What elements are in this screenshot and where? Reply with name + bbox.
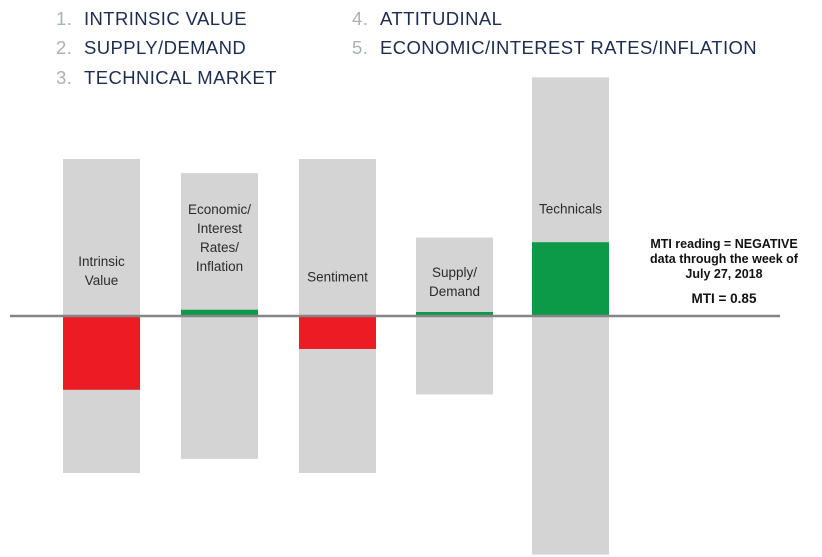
legend-label: ECONOMIC/INTEREST RATES/INFLATION xyxy=(380,37,758,58)
bar-label: Economic/Interest Rates/Inflation xyxy=(188,202,251,274)
value-bar xyxy=(299,316,376,349)
legend-label: TECHNICAL MARKET xyxy=(84,67,277,88)
legend-number: 3. xyxy=(56,67,73,88)
legend-number: 4. xyxy=(352,8,369,29)
mti-reading-line: MTI reading = NEGATIVE xyxy=(650,237,798,251)
value-bar xyxy=(532,242,609,316)
legend-item-2: 2. SUPPLY/DEMAND xyxy=(56,37,246,59)
bar-label: Supply/Demand xyxy=(429,265,480,299)
legend-label: INTRINSIC VALUE xyxy=(84,8,247,29)
legend-number: 5. xyxy=(352,37,369,58)
legend-item-4: 4. ATTITUDINAL xyxy=(352,8,502,30)
mti-reading-line: data through the week of xyxy=(650,252,798,266)
legend-label: ATTITUDINAL xyxy=(380,8,503,29)
bar-label: Intrinsic Value xyxy=(78,254,125,288)
bar-label: Technicals xyxy=(539,202,602,217)
legend-label: SUPPLY/DEMAND xyxy=(84,37,247,58)
value-bar xyxy=(63,316,140,390)
bar-label: Sentiment xyxy=(307,270,368,285)
legend-number: 2. xyxy=(56,37,73,58)
legend-number: 1. xyxy=(56,8,73,29)
mti-reading-note: MTI reading = NEGATIVE data through the … xyxy=(626,237,822,282)
legend-item-5: 5. ECONOMIC/INTEREST RATES/INFLATION xyxy=(352,37,757,59)
value-bar xyxy=(416,312,493,316)
mti-value: MTI = 0.85 xyxy=(691,291,757,306)
legend-item-3: 3. TECHNICAL MARKET xyxy=(56,67,277,89)
mti-reading-line: July 27, 2018 xyxy=(685,267,763,281)
value-bar xyxy=(181,309,258,316)
legend-item-1: 1. INTRINSIC VALUE xyxy=(56,8,247,30)
